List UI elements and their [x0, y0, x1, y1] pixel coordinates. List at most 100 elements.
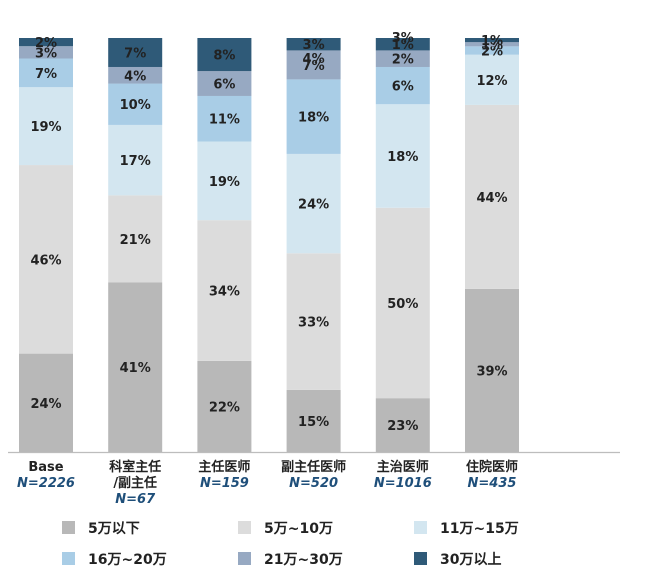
bar-segment: [375, 66, 430, 105]
legend-label: 30万以上: [440, 552, 501, 568]
bar-segment: [197, 220, 252, 361]
bar-segment: [465, 104, 519, 289]
data-label: 34%: [209, 285, 240, 300]
sample-size-label: N=67: [115, 492, 156, 507]
data-label: 1%: [392, 38, 414, 53]
data-label: 3%: [303, 38, 325, 53]
data-label: 46%: [30, 253, 61, 268]
data-label: 2%: [392, 53, 414, 68]
sample-size-label: N=520: [289, 476, 338, 491]
data-label: 3%: [35, 46, 57, 61]
sample-size-label: N=435: [468, 476, 517, 491]
data-label: 7%: [35, 67, 57, 82]
legend-label: 5万~10万: [264, 521, 333, 537]
bar-segment: [19, 353, 73, 452]
bar-segment: [197, 38, 252, 72]
data-label: 15%: [298, 415, 329, 430]
bar-segment: [108, 38, 163, 67]
x-tick-label: Base: [28, 460, 63, 475]
bar-segment: [108, 195, 163, 283]
x-tick-label: 科室主任: [109, 459, 161, 475]
x-tick-label: 副主任医师: [281, 459, 346, 475]
data-label: 24%: [298, 198, 329, 213]
data-label: 6%: [213, 78, 235, 93]
bar-segment: [197, 71, 252, 96]
bar-segment: [19, 46, 73, 59]
bar-segment: [286, 50, 341, 80]
bar-segment: [465, 38, 519, 43]
bar-segment: [197, 360, 252, 452]
data-label: 17%: [120, 154, 151, 169]
data-label: 8%: [213, 49, 235, 64]
legend-swatch: [238, 552, 251, 565]
data-label: 33%: [298, 316, 329, 331]
legend-swatch: [414, 552, 427, 565]
bar-segment: [286, 79, 341, 154]
data-label: 44%: [476, 191, 507, 206]
sample-size-label: N=2226: [17, 476, 75, 491]
legend-label: 11万~15万: [440, 521, 519, 537]
data-label: 7%: [303, 59, 325, 74]
legend-swatch: [414, 521, 427, 534]
bar-segment: [108, 124, 163, 196]
bar-segment: [197, 95, 252, 142]
data-label: 12%: [476, 74, 507, 89]
legend-swatch: [62, 521, 75, 534]
data-label: 1%: [481, 34, 503, 49]
bar-segment: [19, 58, 73, 88]
data-label: 41%: [120, 361, 151, 376]
bar-segment: [19, 38, 73, 47]
bar-segment: [465, 54, 519, 105]
data-label: 18%: [298, 111, 329, 126]
legend-swatch: [238, 521, 251, 534]
bar-segment: [19, 165, 73, 354]
legend-label: 16万~20万: [88, 552, 167, 568]
bar-segment: [19, 87, 73, 166]
x-tick-label: 主任医师: [198, 459, 250, 475]
x-tick-label: 住院医师: [466, 459, 518, 475]
bar-segment: [465, 42, 519, 47]
data-label: 18%: [387, 150, 418, 165]
bar-segment: [286, 38, 341, 51]
bar-segment: [375, 398, 430, 452]
data-label: 39%: [476, 364, 507, 379]
data-label: 24%: [30, 397, 61, 412]
legend-label: 21万~30万: [264, 552, 343, 568]
legend-swatch: [62, 552, 75, 565]
data-label: 4%: [303, 52, 325, 67]
data-label: 19%: [209, 175, 240, 190]
bar-segment: [108, 282, 163, 452]
data-label: 7%: [124, 46, 146, 61]
data-label: 22%: [209, 400, 240, 415]
data-label: 2%: [35, 36, 57, 51]
bar-segment: [108, 83, 163, 125]
data-label: 6%: [392, 80, 414, 95]
bar-segment: [286, 153, 341, 254]
bar-segment: [375, 38, 430, 51]
data-label: 10%: [120, 98, 151, 113]
data-label: 19%: [30, 120, 61, 135]
bar-segment: [465, 46, 519, 55]
bar-segment: [465, 288, 519, 452]
data-label: 4%: [124, 69, 146, 84]
bar-segment: [375, 50, 430, 67]
data-label: 11%: [209, 113, 240, 128]
data-label: 50%: [387, 297, 418, 312]
data-label: 23%: [387, 419, 418, 434]
bar-segment: [108, 66, 163, 84]
data-label: 3%: [392, 31, 414, 46]
legend-label: 5万以下: [88, 521, 140, 537]
sample-size-label: N=159: [200, 476, 249, 491]
bar-segment: [375, 207, 430, 399]
bar-segment: [375, 104, 430, 208]
x-tick-label: 主治医师: [377, 459, 429, 475]
bar-segment: [286, 253, 341, 390]
data-label: 2%: [481, 45, 503, 60]
bar-segment: [286, 389, 341, 452]
x-tick-label: /副主任: [113, 475, 157, 491]
bar-segment: [197, 141, 252, 221]
sample-size-label: N=1016: [374, 476, 432, 491]
data-label: 21%: [120, 233, 151, 248]
